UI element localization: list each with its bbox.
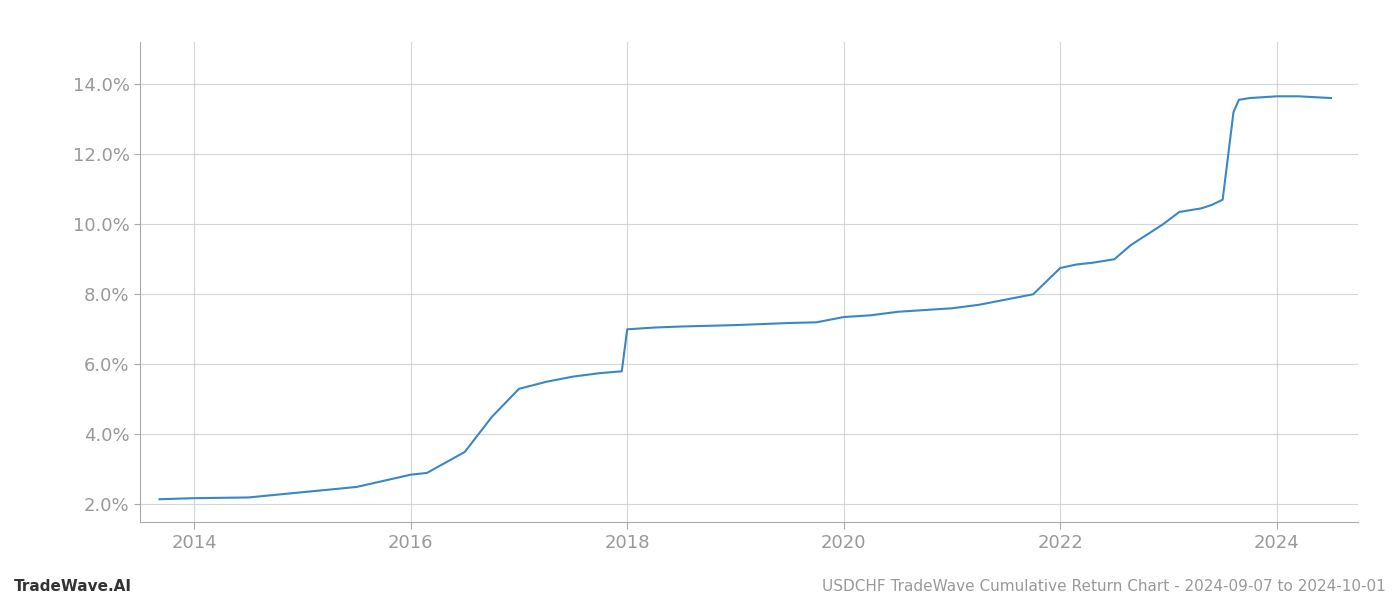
Text: USDCHF TradeWave Cumulative Return Chart - 2024-09-07 to 2024-10-01: USDCHF TradeWave Cumulative Return Chart… xyxy=(822,579,1386,594)
Text: TradeWave.AI: TradeWave.AI xyxy=(14,579,132,594)
